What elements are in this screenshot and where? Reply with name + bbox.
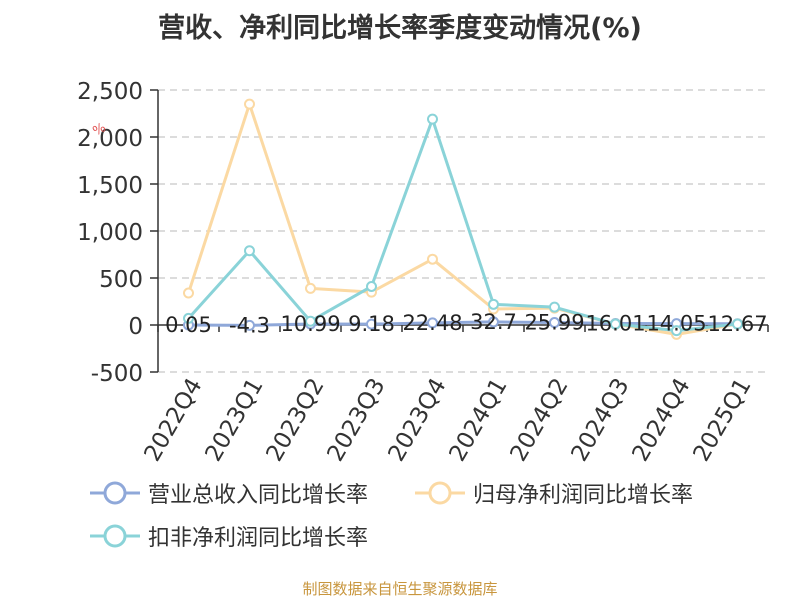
y-tick-label: 0 xyxy=(128,314,143,340)
legend-item-revenue[interactable]: 营业总收入同比增长率 xyxy=(90,478,368,508)
data-label: 32.7 xyxy=(470,310,517,334)
series-2-point xyxy=(610,318,621,330)
series-2-point xyxy=(732,318,743,330)
y-tick-label: 1,500 xyxy=(77,173,143,199)
series-0-point xyxy=(549,317,560,329)
legend-label-parent-profit: 归母净利润同比增长率 xyxy=(473,483,694,508)
series-2-point xyxy=(671,325,682,337)
series-lines xyxy=(183,98,743,340)
data-label: 16.01 xyxy=(585,311,645,335)
chart-title: 营收、净利同比增长率季度变动情况(%) xyxy=(158,13,642,44)
legend-label-deducted-profit: 扣非净利润同比增长率 xyxy=(148,526,369,551)
series-line-0 xyxy=(188,320,738,327)
data-label: 9.18 xyxy=(348,312,395,336)
series-1-point xyxy=(305,282,316,294)
series-line-1 xyxy=(187,102,738,336)
x-tick-label: 2023Q4 xyxy=(384,374,452,466)
series-2-point xyxy=(427,113,438,125)
y-tick-label: 500 xyxy=(99,267,143,293)
x-tick-label: 2024Q2 xyxy=(506,374,574,466)
source-note: 制图数据来自恒生聚源数据库 xyxy=(302,580,498,598)
series-line-2 xyxy=(187,117,738,333)
series-1-point xyxy=(183,287,194,299)
data-label: 0.05 xyxy=(165,313,212,337)
series-0-point xyxy=(244,319,255,331)
data-label: -4.3 xyxy=(229,313,270,337)
x-tick-label: 2023Q3 xyxy=(323,374,391,466)
data-label: 25.99 xyxy=(524,311,584,335)
series-0-point xyxy=(427,317,438,329)
series-2-point xyxy=(549,301,560,313)
series-1-point xyxy=(244,98,255,110)
series-2-point xyxy=(244,245,255,257)
x-tick-label: 2024Q1 xyxy=(445,374,513,466)
y-tick-label: -500 xyxy=(91,361,143,387)
x-tick-label: 2024Q3 xyxy=(567,374,635,466)
x-tick-label: 2023Q2 xyxy=(262,374,330,466)
series-1-point xyxy=(427,253,438,265)
legend-item-parent-profit[interactable]: 归母净利润同比增长率 xyxy=(415,478,693,508)
legend-label-revenue: 营业总收入同比增长率 xyxy=(148,483,369,508)
data-labels: 0.05 -4.3 10.99 9.18 22.48 32.7 25.99 16.01 14.0… xyxy=(165,310,767,337)
series-2-point xyxy=(305,315,316,327)
x-tick-label: 2024Q4 xyxy=(628,374,696,466)
data-label: 22.48 xyxy=(402,311,462,335)
grid-lines xyxy=(158,89,768,373)
series-0-point xyxy=(488,316,499,328)
series-0-point xyxy=(366,318,377,330)
y-tick-label: 2,000 xyxy=(77,126,143,152)
legend-deducted-profit-line-icon xyxy=(90,524,140,548)
x-tick-label: 2022Q4 xyxy=(140,374,208,466)
y-tick-label: 1,000 xyxy=(77,220,143,246)
legend-revenue-line-icon xyxy=(90,481,140,505)
series-2-point xyxy=(183,312,194,324)
y-tick-label: 2,500 xyxy=(77,79,143,105)
data-label: 12.67 xyxy=(707,312,767,336)
legend-item-deducted-profit[interactable]: 扣非净利润同比增长率 xyxy=(90,521,368,551)
data-label: 14.05 xyxy=(646,312,706,336)
x-tick-label: 2025Q1 xyxy=(689,374,757,466)
legend-parent-profit-line-icon xyxy=(415,481,465,505)
series-2-point xyxy=(366,280,377,292)
data-label: 10.99 xyxy=(280,312,340,336)
x-tick-label: 2023Q1 xyxy=(201,374,269,466)
series-2-point xyxy=(488,298,499,310)
